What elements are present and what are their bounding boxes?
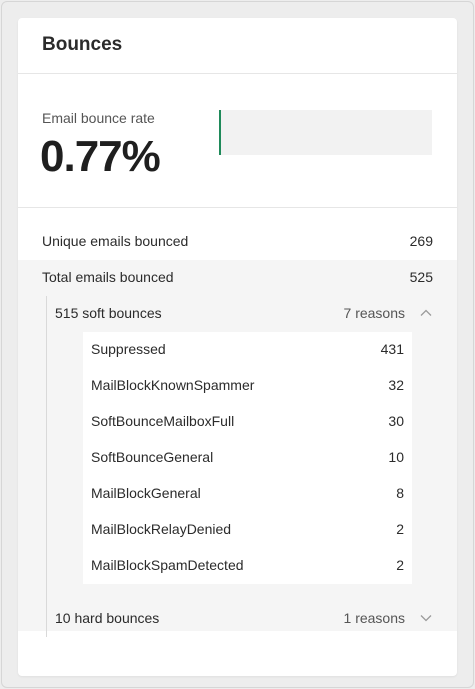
total-emails-row: Total emails bounced 525 xyxy=(18,260,457,296)
soft-bounces-reason-list: Suppressed 431 MailBlockKnownSpammer 32 Soft… xyxy=(83,332,412,584)
card-header: Bounces xyxy=(18,18,457,74)
reason-label: Suppressed xyxy=(91,341,166,357)
bounces-card: Bounces Email bounce rate 0.77% Unique e… xyxy=(18,18,457,676)
bounce-rate-bar-fill xyxy=(219,110,221,155)
reason-row: MailBlockRelayDenied 2 xyxy=(83,512,412,548)
reason-label: SoftBounceGeneral xyxy=(91,449,214,465)
reason-row: MailBlockSpamDetected 2 xyxy=(83,548,412,584)
soft-bounces-header[interactable]: 515 soft bounces 7 reasons xyxy=(18,296,457,332)
soft-bounces-label: 515 soft bounces xyxy=(55,305,162,321)
reason-row: MailBlockGeneral 8 xyxy=(83,476,412,512)
group-gap xyxy=(18,584,457,601)
reason-count: 8 xyxy=(396,485,404,501)
chevron-down-icon[interactable] xyxy=(419,611,433,625)
bounce-rate-section: Email bounce rate 0.77% xyxy=(18,74,457,208)
unique-emails-label: Unique emails bounced xyxy=(42,233,189,249)
reason-row: Suppressed 431 xyxy=(83,332,412,368)
reason-count: 30 xyxy=(388,413,404,429)
reason-label: MailBlockGeneral xyxy=(91,485,201,501)
reason-count: 10 xyxy=(388,449,404,465)
hard-bounces-header[interactable]: 10 hard bounces 1 reasons xyxy=(18,601,457,631)
soft-bounces-reason-count: 7 reasons xyxy=(343,305,405,321)
reason-count: 431 xyxy=(380,341,404,357)
unique-emails-row: Unique emails bounced 269 xyxy=(18,224,457,260)
bounce-rate-bar-chart xyxy=(219,110,432,155)
hard-bounces-rail xyxy=(46,601,47,637)
total-emails-label: Total emails bounced xyxy=(42,269,174,285)
reason-label: MailBlockKnownSpammer xyxy=(91,377,255,393)
bounce-rate-value: 0.77% xyxy=(40,132,161,181)
reason-count: 2 xyxy=(396,557,404,573)
reason-count: 2 xyxy=(396,521,404,537)
hard-bounces-label: 10 hard bounces xyxy=(55,610,160,626)
chevron-up-icon[interactable] xyxy=(419,306,433,320)
card-title: Bounces xyxy=(42,34,123,55)
reason-label: MailBlockRelayDenied xyxy=(91,521,232,537)
hard-bounces-group: 10 hard bounces 1 reasons xyxy=(18,601,457,637)
reason-count: 32 xyxy=(388,377,404,393)
hard-bounces-reason-count: 1 reasons xyxy=(343,610,405,626)
soft-bounces-rail xyxy=(46,296,47,601)
bounce-rate-label: Email bounce rate xyxy=(42,110,155,126)
unique-emails-value: 269 xyxy=(409,233,433,249)
reason-row: SoftBounceGeneral 10 xyxy=(83,440,412,476)
reason-row: MailBlockKnownSpammer 32 xyxy=(83,368,412,404)
reason-label: MailBlockSpamDetected xyxy=(91,557,244,573)
total-emails-value: 525 xyxy=(409,269,433,285)
reason-row: SoftBounceMailboxFull 30 xyxy=(83,404,412,440)
reason-label: SoftBounceMailboxFull xyxy=(91,413,235,429)
soft-bounces-group: 515 soft bounces 7 reasons Suppressed 431… xyxy=(18,296,457,601)
